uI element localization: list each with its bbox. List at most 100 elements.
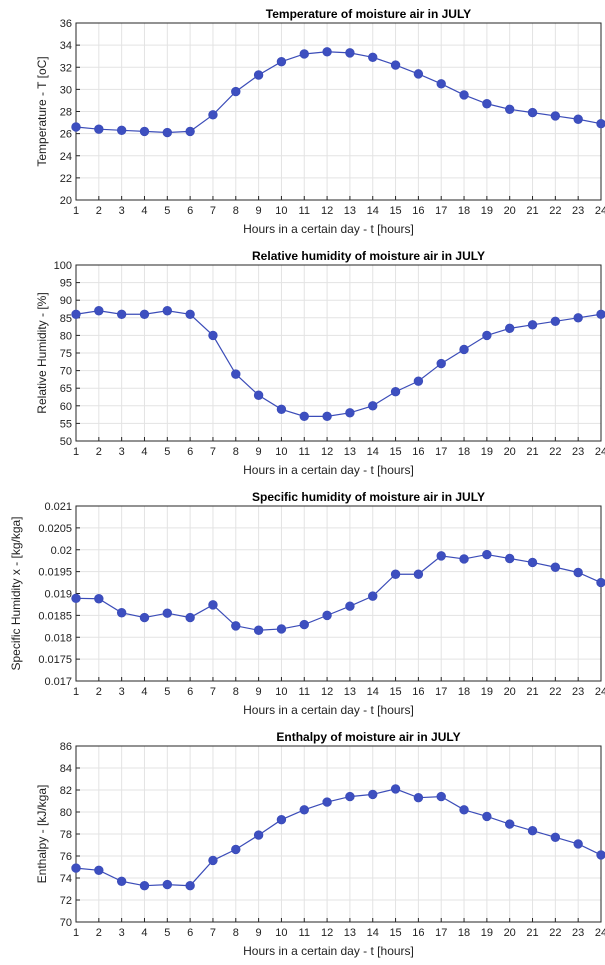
x-tick-label: 22 <box>549 205 561 217</box>
chart-title: Relative humidity of moisture air in JUL… <box>252 249 485 263</box>
data-point <box>596 577 605 588</box>
x-tick-label: 13 <box>344 927 356 939</box>
data-point <box>276 815 287 825</box>
x-tick-label: 2 <box>96 446 102 458</box>
data-point <box>573 313 583 323</box>
data-point <box>482 549 492 560</box>
data-point <box>390 784 401 794</box>
x-tick-label: 22 <box>549 446 561 458</box>
x-tick-label: 8 <box>233 686 239 698</box>
x-tick-label: 11 <box>299 927 310 939</box>
x-tick-label: 20 <box>504 686 516 698</box>
data-point <box>299 49 309 59</box>
data-point <box>436 79 446 89</box>
x-tick-label: 8 <box>233 205 239 217</box>
x-tick-label: 23 <box>572 446 584 458</box>
x-tick-label: 4 <box>141 927 147 939</box>
data-point <box>436 551 446 561</box>
y-tick-label: 0.0175 <box>38 654 72 666</box>
x-tick-label: 1 <box>73 205 79 217</box>
data-point <box>185 309 195 319</box>
y-axis-label: Specific Humidity x - [kg/kga] <box>9 516 23 670</box>
x-tick-label: 13 <box>344 446 356 458</box>
x-tick-label: 17 <box>435 205 447 217</box>
plot-frame <box>75 745 602 923</box>
y-tick-label: 30 <box>60 84 72 96</box>
x-tick-label: 10 <box>275 205 287 217</box>
x-tick-label: 17 <box>435 686 447 698</box>
x-tick-label: 24 <box>595 927 605 939</box>
x-tick-label: 7 <box>210 686 216 698</box>
x-tick-label: 4 <box>141 686 147 698</box>
data-point <box>208 330 218 341</box>
x-tick-label: 4 <box>141 205 147 217</box>
data-point <box>94 865 104 876</box>
data-point <box>459 554 469 564</box>
data-point <box>162 127 173 138</box>
data-point <box>299 411 309 422</box>
y-tick-label: 60 <box>60 401 72 413</box>
x-tick-label: 14 <box>367 205 379 217</box>
y-tick-label: 70 <box>60 917 72 929</box>
y-tick-label: 26 <box>60 129 72 141</box>
y-tick-label: 70 <box>60 366 72 378</box>
data-point <box>504 553 515 564</box>
data-point <box>482 811 492 822</box>
x-tick-label: 5 <box>164 446 170 458</box>
data-point <box>208 110 218 120</box>
data-point <box>459 344 469 355</box>
plot-frame <box>75 264 602 442</box>
y-tick-label: 80 <box>60 330 72 342</box>
y-tick-label: 0.021 <box>44 501 72 513</box>
chart-panel-4: 1 2 3 4 5 6 7 8 9 10 11 12 13 14 15 16 17 18 19 20 21 22 23 247… <box>35 730 605 958</box>
data-point <box>139 126 150 137</box>
data-point <box>436 791 446 802</box>
y-tick-label: 55 <box>60 418 72 430</box>
y-tick-label: 0.0185 <box>38 610 72 622</box>
x-tick-label: 11 <box>299 446 310 458</box>
data-point <box>185 612 195 623</box>
y-tick-label: 82 <box>60 785 72 797</box>
data-point <box>139 309 150 319</box>
x-tick-label: 17 <box>435 446 447 458</box>
x-tick-label: 21 <box>526 446 538 458</box>
data-point <box>276 404 287 415</box>
x-tick-label: 19 <box>481 446 493 458</box>
x-tick-label: 5 <box>164 927 170 939</box>
data-point <box>299 805 309 815</box>
plot-frame <box>75 505 602 682</box>
x-tick-label: 24 <box>595 686 605 698</box>
data-point <box>185 881 195 891</box>
x-tick-label: 13 <box>344 686 356 698</box>
x-axis-label: Hours in a certain day - t [hours] <box>243 703 414 717</box>
data-point <box>208 600 218 610</box>
x-tick-label: 15 <box>389 446 401 458</box>
x-tick-label: 17 <box>435 927 447 939</box>
x-tick-label: 9 <box>256 205 262 217</box>
x-tick-label: 1 <box>73 446 79 458</box>
data-point <box>596 118 605 129</box>
y-tick-label: 0.0195 <box>38 567 72 579</box>
x-tick-label: 6 <box>187 446 193 458</box>
x-tick-label: 1 <box>73 927 79 939</box>
x-tick-label: 1 <box>73 686 79 698</box>
data-point <box>550 111 561 121</box>
data-point <box>413 69 424 79</box>
data-point <box>139 612 150 623</box>
data-point <box>185 126 195 137</box>
data-point <box>116 309 127 319</box>
x-tick-label: 18 <box>458 446 470 458</box>
y-tick-label: 50 <box>60 436 72 448</box>
y-tick-label: 95 <box>60 278 72 290</box>
y-tick-label: 80 <box>60 807 72 819</box>
data-point <box>345 48 355 58</box>
y-axis-label: Enthalpy - [kJ/kga] <box>35 785 49 884</box>
x-tick-label: 3 <box>119 927 125 939</box>
x-tick-label: 12 <box>321 446 333 458</box>
y-tick-label: 78 <box>60 829 72 841</box>
data-point <box>276 624 287 634</box>
x-tick-label: 16 <box>412 927 424 939</box>
plot-frame <box>75 22 602 201</box>
data-point <box>527 107 538 118</box>
